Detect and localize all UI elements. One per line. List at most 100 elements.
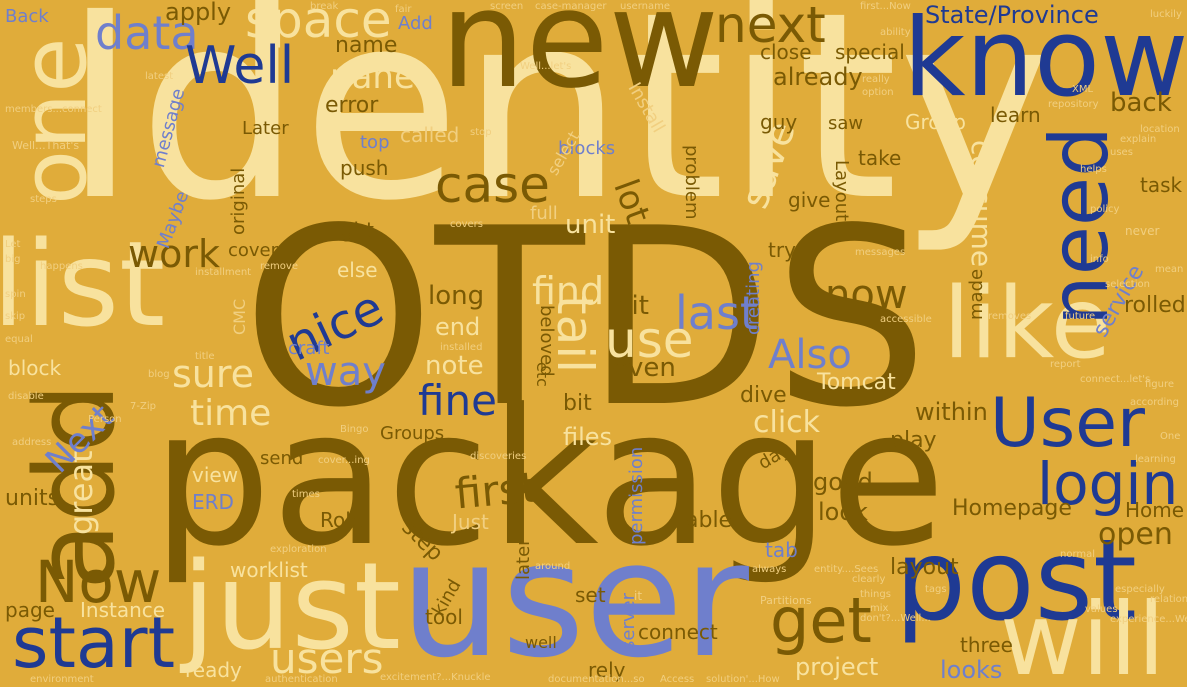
word-list: list: [0, 215, 166, 353]
word-users: users: [270, 634, 384, 683]
word-bingo: Bingo: [340, 424, 369, 435]
word-now-cap: Now: [35, 548, 162, 616]
word-add-cap: Add: [398, 13, 433, 34]
word-long: long: [428, 281, 485, 311]
word-screen: screen: [490, 1, 524, 12]
word-login: login: [1037, 450, 1179, 518]
word-full: full: [530, 203, 558, 224]
word-cover-ing: cover...ing: [318, 455, 370, 466]
word-click: click: [753, 405, 821, 440]
word-data: data: [95, 6, 199, 60]
word-values: values: [1085, 604, 1118, 615]
word-back: back: [1110, 88, 1172, 118]
word-user-lower: user: [400, 506, 749, 687]
word-take: take: [858, 146, 902, 170]
word-guy: guy: [760, 110, 798, 134]
word-future: future: [1065, 311, 1096, 322]
word-view: view: [192, 463, 239, 487]
word-close: close: [760, 40, 812, 64]
word-clearly: clearly: [852, 574, 886, 585]
word-craft: craft: [288, 338, 330, 359]
word-use: use: [605, 311, 694, 369]
word-big: big: [5, 254, 21, 265]
word-location: location: [1140, 124, 1180, 135]
word-able: able: [685, 508, 733, 533]
word-rolled: rolled: [1124, 293, 1186, 318]
word-entity-sees: entity....Sees: [814, 564, 879, 575]
word-disable: disable: [8, 391, 44, 402]
word-tags: tags: [925, 584, 947, 595]
word-files: files: [563, 423, 613, 451]
word-worklist: worklist: [230, 558, 308, 582]
word-work: work: [128, 232, 220, 276]
word-panel: panel: [330, 57, 425, 97]
word-option: option: [862, 87, 894, 98]
word-within: within: [915, 398, 988, 426]
word-discoveries: discoveries: [470, 451, 527, 462]
word-ability: ability: [880, 27, 911, 38]
word-sure: sure: [172, 352, 255, 396]
word-connect-lets: connect...let's: [1080, 374, 1151, 385]
word-first: first: [452, 462, 540, 519]
word-time: time: [190, 393, 272, 434]
word-will: will: [1000, 581, 1166, 687]
word-groups: Groups: [380, 423, 445, 444]
word-relation: relation: [1150, 594, 1187, 605]
word-covers: covers: [450, 219, 484, 230]
word-documentation-so: documentation...so: [548, 674, 645, 685]
word-learning: learning: [1135, 454, 1176, 465]
word-else: else: [337, 258, 378, 282]
word-name: name: [335, 33, 398, 58]
word-members-connect: members...connect: [5, 104, 102, 115]
word-consume: consume: [965, 140, 998, 268]
word-especially: especially: [1115, 584, 1165, 595]
word-etc: etc: [533, 362, 552, 387]
word-excitement-knuckle: excitement?...Knuckle: [380, 672, 491, 683]
word-special: special: [835, 40, 905, 64]
word-blocks: blocks: [558, 138, 616, 159]
word-latest: latest: [145, 71, 174, 82]
word-learn: learn: [990, 103, 1041, 127]
word-problem: problem: [681, 145, 702, 220]
word-dont-well: don't?...Well...: [860, 613, 931, 624]
word-luckily: luckily: [1150, 9, 1182, 20]
word-new: new: [440, 0, 720, 118]
word-tab: tab: [765, 538, 798, 562]
word-instance: Instance: [80, 598, 166, 622]
word-looks: looks: [940, 656, 1003, 684]
word-state-province: State/Province: [925, 1, 1099, 29]
word-fair: fair: [395, 4, 412, 15]
word-well-cap: Well: [185, 36, 295, 96]
word-note: note: [425, 351, 484, 381]
word-case-manager: case-manager: [535, 1, 607, 12]
word-creating: creating: [743, 261, 764, 335]
word-page: page: [5, 598, 55, 622]
word-environment: environment: [30, 674, 94, 685]
word-original: original: [228, 167, 249, 235]
word-error: error: [325, 93, 379, 118]
word-start: start: [12, 602, 176, 684]
word-well-thats: Well...That's: [12, 139, 80, 152]
word-repository: repository: [1048, 99, 1099, 110]
word-explain: explain: [1120, 134, 1157, 145]
word-push: push: [340, 156, 389, 180]
word-rely: rely: [588, 658, 626, 682]
word-accessible: accessible: [880, 314, 932, 325]
word-ready: ready: [185, 658, 242, 682]
word-skip: skip: [5, 311, 26, 322]
word-saw: saw: [828, 113, 864, 134]
word-stop: stop: [470, 127, 492, 138]
word-even: even: [612, 353, 676, 383]
word-let: Let: [5, 239, 21, 250]
word-good: good: [813, 468, 873, 496]
word-helps: helps: [1080, 164, 1107, 175]
word-cover: cover: [228, 240, 279, 261]
word-three: three: [960, 633, 1013, 657]
word-also: Also: [768, 332, 852, 378]
word-normal: normal: [1060, 549, 1096, 560]
word-username: username: [620, 1, 670, 12]
word-well-lets: Well...let's: [520, 61, 572, 72]
word-installed: installed: [440, 342, 483, 353]
word-never: never: [1125, 224, 1160, 238]
